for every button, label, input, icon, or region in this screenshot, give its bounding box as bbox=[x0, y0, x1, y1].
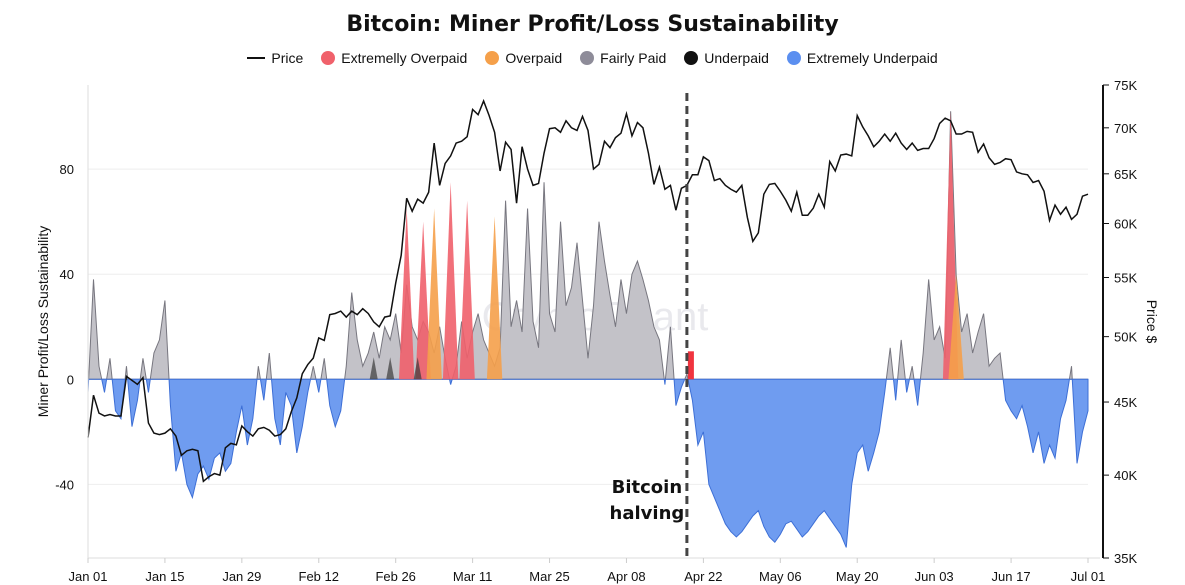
y-tick-label: -40 bbox=[55, 477, 74, 492]
y-tick-label: 80 bbox=[60, 162, 74, 177]
legend-item-price[interactable]: Price bbox=[247, 50, 303, 66]
y2-tick-label: 60K bbox=[1114, 216, 1137, 231]
y-tick-label: 40 bbox=[60, 267, 74, 282]
legend-item-fairly-paid[interactable]: Fairly Paid bbox=[580, 50, 666, 66]
y2-tick-label: 75K bbox=[1114, 78, 1137, 93]
legend-dot-icon bbox=[485, 51, 500, 65]
axes: 80 40 0 -40 75K 70K 65K 60K 55K 50K 45K 40K 35K Jan 0… bbox=[55, 78, 1137, 584]
halving-annotation-line1: Bitcoin bbox=[612, 477, 683, 498]
y2-tick-label: 55K bbox=[1114, 270, 1137, 285]
halving-red-bar bbox=[687, 351, 694, 380]
legend-line-icon bbox=[247, 57, 266, 59]
y2-axis-label: Price $ bbox=[1144, 300, 1160, 344]
x-tick-label: Mar 25 bbox=[529, 569, 569, 584]
x-tick-label: Jul 01 bbox=[1071, 569, 1106, 584]
x-tick-label: Apr 22 bbox=[684, 569, 722, 584]
highlight-spikes bbox=[369, 111, 964, 380]
highlight-spike bbox=[398, 208, 415, 380]
x-tick-label: Jan 29 bbox=[222, 569, 261, 584]
legend-label: Price bbox=[271, 50, 304, 66]
legend-item-extremely-overpaid[interactable]: Extremelly Overpaid bbox=[321, 50, 467, 66]
legend-label: Overpaid bbox=[505, 50, 563, 66]
x-tick-label: Mar 11 bbox=[453, 569, 493, 584]
highlight-spike bbox=[442, 182, 459, 380]
x-tick-label: May 06 bbox=[759, 569, 802, 584]
y2-tick-label: 45K bbox=[1114, 395, 1137, 410]
sustainability-areas bbox=[87, 111, 1089, 548]
highlight-spike bbox=[486, 216, 503, 380]
chart-title: Bitcoin: Miner Profit/Loss Sustainabilit… bbox=[346, 12, 839, 37]
x-tick-label: Jun 03 bbox=[915, 569, 954, 584]
chart-legend: Price Extremelly Overpaid Overpaid Fairl… bbox=[0, 50, 1185, 66]
highlight-spike bbox=[415, 221, 431, 380]
highlight-spike bbox=[948, 274, 964, 380]
price-line bbox=[87, 98, 1089, 483]
price-series bbox=[87, 98, 1089, 483]
y2-tick-label: 65K bbox=[1114, 167, 1137, 182]
underpaid-patch bbox=[369, 357, 378, 380]
highlight-spike bbox=[426, 208, 442, 380]
x-tick-label: Apr 08 bbox=[607, 569, 645, 584]
x-tick-label: Feb 26 bbox=[375, 569, 415, 584]
underpaid-patch bbox=[413, 357, 422, 380]
legend-label: Extremelly Overpaid bbox=[341, 50, 468, 66]
y2-tick-label: 70K bbox=[1114, 121, 1137, 136]
y2-tick-label: 40K bbox=[1114, 468, 1137, 483]
x-tick-label: Feb 12 bbox=[299, 569, 339, 584]
x-tick-label: Jan 01 bbox=[68, 569, 107, 584]
legend-label: Extremely Underpaid bbox=[806, 50, 938, 66]
legend-dot-icon bbox=[580, 51, 595, 65]
halving-annotation-line2: halving bbox=[610, 503, 685, 524]
y2-tick-label: 35K bbox=[1114, 551, 1137, 566]
highlight-spike bbox=[459, 200, 475, 380]
x-tick-label: Jun 17 bbox=[992, 569, 1031, 584]
legend-item-underpaid[interactable]: Underpaid bbox=[684, 50, 769, 66]
legend-dot-icon bbox=[786, 51, 801, 65]
legend-dot-icon bbox=[684, 51, 699, 65]
legend-dot-icon bbox=[321, 51, 336, 65]
x-tick-label: Jan 15 bbox=[145, 569, 184, 584]
y-axis-label: Miner Profit/Loss Sustainability bbox=[35, 226, 51, 417]
fairly-paid-area bbox=[88, 111, 1088, 380]
y2-tick-label: 50K bbox=[1114, 330, 1137, 345]
x-tick-label: May 20 bbox=[836, 569, 879, 584]
underpaid-patch bbox=[386, 357, 395, 380]
extremely-underpaid-area bbox=[87, 378, 1089, 548]
legend-item-overpaid[interactable]: Overpaid bbox=[485, 50, 562, 66]
y-tick-label: 0 bbox=[67, 372, 74, 387]
legend-item-extremely-underpaid[interactable]: Extremely Underpaid bbox=[786, 50, 938, 66]
legend-label: Fairly Paid bbox=[600, 50, 667, 66]
legend-label: Underpaid bbox=[704, 50, 769, 66]
